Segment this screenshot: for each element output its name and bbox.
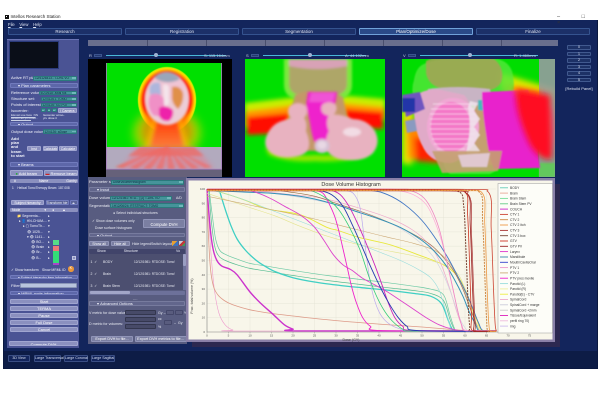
svg-text:Brain Stem: Brain Stem: [510, 197, 527, 201]
svg-text:25: 25: [313, 334, 317, 338]
svg-text:SpinalCord +2mm: SpinalCord +2mm: [510, 308, 537, 312]
svg-text:Frac. total volume (%): Frac. total volume (%): [190, 278, 194, 313]
svg-text:Parotid (R): Parotid (R): [510, 287, 526, 291]
svg-text:15: 15: [270, 334, 274, 338]
svg-text:CTV 2 itoh: CTV 2 itoh: [510, 223, 526, 227]
svg-text:PTV pres movile: PTV pres movile: [510, 276, 534, 280]
svg-text:SpinalCord: SpinalCord: [510, 298, 526, 302]
svg-text:Parotid (L): Parotid (L): [510, 282, 525, 286]
svg-text:CTV 3: CTV 3: [510, 229, 520, 233]
svg-text:5: 5: [228, 334, 230, 338]
svg-text:COUCH: COUCH: [510, 207, 523, 211]
svg-text:PTV 2: PTV 2: [510, 271, 519, 275]
svg-text:CTV 2: CTV 2: [510, 218, 520, 222]
svg-text:Tissue/Equivalent: Tissue/Equivalent: [510, 314, 536, 318]
svg-text:0: 0: [203, 330, 205, 334]
svg-text:perfil ring 70): perfil ring 70): [510, 319, 529, 323]
svg-text:10: 10: [202, 316, 206, 320]
svg-text:70: 70: [202, 230, 206, 234]
svg-text:Mandibule: Mandibule: [510, 255, 525, 259]
svg-text:ring: ring: [510, 324, 516, 328]
svg-text:35: 35: [356, 334, 360, 338]
svg-text:0: 0: [206, 334, 208, 338]
svg-text:SpinalCord + marge: SpinalCord + marge: [510, 303, 540, 307]
svg-text:90: 90: [202, 201, 206, 205]
svg-text:Dose Volume Histogram: Dose Volume Histogram: [321, 182, 381, 188]
svg-text:20: 20: [291, 334, 295, 338]
svg-text:GTV: GTV: [510, 239, 518, 243]
svg-text:BODY: BODY: [510, 186, 520, 190]
svg-text:20: 20: [202, 301, 206, 305]
svg-text:Brain Stem PV: Brain Stem PV: [510, 202, 532, 206]
svg-text:Mouth/CaviteOral: Mouth/CaviteOral: [510, 261, 536, 265]
svg-text:PTV 1: PTV 1: [510, 266, 519, 270]
svg-text:CTV 1: CTV 1: [510, 213, 520, 217]
svg-text:45: 45: [399, 334, 403, 338]
svg-text:100: 100: [200, 187, 205, 191]
svg-text:50: 50: [202, 259, 206, 263]
svg-text:GTV PV: GTV PV: [510, 245, 523, 249]
svg-text:Parotid(E) - CTV: Parotid(E) - CTV: [510, 292, 535, 296]
svg-text:40: 40: [377, 334, 381, 338]
svg-text:50: 50: [420, 334, 424, 338]
svg-text:80: 80: [202, 216, 206, 220]
svg-text:Dose (GY): Dose (GY): [343, 338, 360, 342]
svg-text:65: 65: [485, 334, 489, 338]
svg-text:10: 10: [248, 334, 252, 338]
svg-text:40: 40: [202, 273, 206, 277]
svg-text:30: 30: [334, 334, 338, 338]
svg-text:60: 60: [202, 244, 206, 248]
svg-text:55: 55: [442, 334, 446, 338]
svg-text:75: 75: [528, 334, 532, 338]
svg-text:60: 60: [463, 334, 467, 338]
svg-text:Brain: Brain: [510, 191, 518, 195]
svg-text:30: 30: [202, 287, 206, 291]
svg-text:Larynx: Larynx: [510, 250, 520, 254]
svg-text:70: 70: [506, 334, 510, 338]
svg-text:CTV 3 box: CTV 3 box: [510, 234, 526, 238]
